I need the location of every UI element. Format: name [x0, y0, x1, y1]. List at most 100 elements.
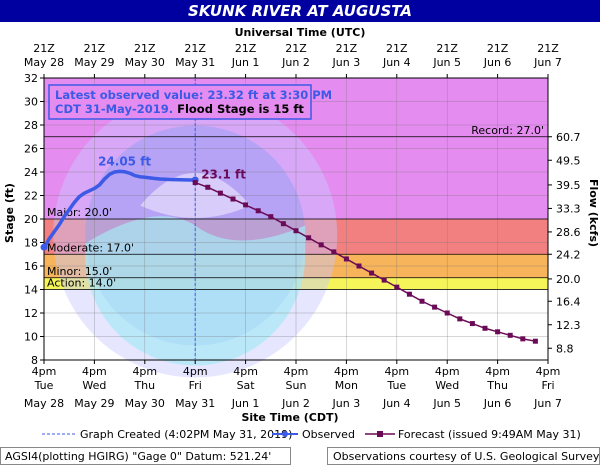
- x-tick-time: 4pm: [183, 365, 208, 378]
- y-tick-label: 16: [24, 260, 38, 273]
- category-label-action: Action: 14.0': [47, 277, 116, 290]
- top-tick-time: 21Z: [184, 42, 206, 55]
- x-tick-date: Jun 6: [483, 397, 512, 410]
- series-group: [40, 169, 538, 344]
- y-tick-label: 24: [24, 166, 38, 179]
- y-tick-label: 18: [24, 237, 38, 250]
- x-tick-date: May 31: [175, 397, 215, 410]
- footer-credit: Observations courtesy of U.S. Geological…: [333, 450, 600, 463]
- forecast-point: [444, 310, 450, 316]
- top-axis-title: Universal Time (UTC): [235, 26, 366, 39]
- x-tick-date: May 29: [74, 397, 114, 410]
- footer: AGSI4(plotting HGIRG) "Gage 0" Datum: 52…: [0, 447, 600, 465]
- forecast-point: [356, 263, 362, 269]
- top-tick-time: 21Z: [487, 42, 509, 55]
- x-tick-time: 4pm: [536, 365, 561, 378]
- x-tick-weekday: Mon: [335, 379, 358, 392]
- top-tick-time: 21Z: [84, 42, 106, 55]
- footer-datum: AGSI4(plotting HGIRG) "Gage 0" Datum: 52…: [5, 450, 271, 463]
- forecast-point: [381, 277, 387, 283]
- legend: Graph Created (4:02PM May 31, 2019) Obse…: [42, 428, 581, 441]
- x-tick-time: 4pm: [32, 365, 57, 378]
- forecast-point: [495, 329, 501, 335]
- x-tick-weekday: Wed: [82, 379, 106, 392]
- y-tick-label: 10: [24, 331, 38, 344]
- x-tick-weekday: Sun: [286, 379, 307, 392]
- stage-axis: 8 10 12 14 16 18 20 22 24 26 28 30 32: [24, 72, 44, 367]
- chart-title: SKUNK RIVER AT AUGUSTA: [188, 2, 412, 20]
- top-tick-date: Jun 5: [432, 56, 461, 69]
- forecast-point: [318, 242, 324, 248]
- y-tick-label: 32: [24, 72, 38, 85]
- forecast-point: [306, 235, 312, 241]
- top-tick-date: May 31: [175, 56, 215, 69]
- x-tick-date: Jun 5: [432, 397, 461, 410]
- legend-forecast-label: Forecast (issued 9:49AM May 31): [398, 428, 581, 441]
- forecast-point: [406, 291, 412, 297]
- top-tick-date: May 30: [125, 56, 165, 69]
- x-tick-weekday: Fri: [541, 379, 554, 392]
- peak-label: 24.05 ft: [98, 154, 151, 168]
- x-tick-date: May 28: [24, 397, 64, 410]
- x-tick-time: 4pm: [435, 365, 460, 378]
- forecast-point: [419, 298, 425, 304]
- info-box: Latest observed value: 23.32 ft at 3:30 …: [48, 84, 332, 120]
- forecast-point: [507, 332, 513, 338]
- forecast-point: [217, 190, 223, 196]
- flow-tick-label: 33.3: [556, 202, 581, 215]
- forecast-point: [280, 221, 286, 227]
- top-tick-time: 21Z: [134, 42, 156, 55]
- top-tick-date: May 29: [74, 56, 114, 69]
- x-tick-time: 4pm: [485, 365, 510, 378]
- forecast-point: [457, 316, 463, 322]
- forecast-point: [469, 321, 475, 327]
- x-tick-date: Jun 2: [281, 397, 310, 410]
- x-tick-date: Jun 7: [533, 397, 562, 410]
- forecast-point: [532, 338, 538, 344]
- x-tick-weekday: Wed: [435, 379, 459, 392]
- x-tick-date: Jun 1: [231, 397, 260, 410]
- top-tick-time: 21Z: [537, 42, 559, 55]
- flow-tick-label: 49.5: [556, 154, 581, 167]
- top-tick-date: Jun 4: [382, 56, 411, 69]
- y-tick-label: 8: [31, 354, 38, 367]
- y-tick-label: 28: [24, 119, 38, 132]
- category-label-minor: Minor: 15.0': [47, 265, 112, 278]
- legend-forecast-marker: [377, 431, 383, 437]
- forecast-point: [243, 202, 249, 208]
- flow-axis: 8.8 12.3 16.4 20.0 24.2 28.6 33.3 39.5 49.5 60.7: [548, 131, 581, 355]
- top-tick-date: Jun 7: [533, 56, 562, 69]
- forecast-point: [331, 249, 337, 255]
- y-tick-label: 12: [24, 307, 38, 320]
- info-box-date: CDT 31-May-2019.: [55, 102, 173, 116]
- x-tick-weekday: Tue: [34, 379, 54, 392]
- y-tick-label: 30: [24, 96, 38, 109]
- flow-tick-label: 12.3: [556, 319, 581, 332]
- observed-point-first: [40, 243, 48, 251]
- top-tick-date: Jun 2: [281, 56, 310, 69]
- forecast-point: [230, 196, 236, 202]
- x-tick-date: Jun 4: [382, 397, 411, 410]
- x-tick-date: Jun 3: [332, 397, 361, 410]
- x-tick-weekday: Thu: [133, 379, 155, 392]
- flow-tick-label: 8.8: [556, 342, 574, 355]
- flood-category-lines: Record: 27.0' Major: 20.0' Moderate: 17.0'…: [44, 124, 548, 290]
- category-label-moderate: Moderate: 17.0': [47, 241, 134, 254]
- info-box-line1: Latest observed value: 23.32 ft at 3:30 …: [55, 88, 332, 102]
- forecast-point: [205, 184, 211, 190]
- x-tick-date: May 30: [125, 397, 165, 410]
- flow-tick-label: 39.5: [556, 179, 581, 192]
- top-tick-time: 21Z: [33, 42, 55, 55]
- top-tick-time: 21Z: [285, 42, 307, 55]
- forecast-point: [482, 325, 488, 331]
- x-tick-time: 4pm: [384, 365, 409, 378]
- y-tick-label: 20: [24, 213, 38, 226]
- annotations: 24.05 ft 23.1 ft: [98, 154, 246, 181]
- info-box-flood-stage: Flood Stage is 15 ft: [173, 102, 304, 116]
- forecast-point: [268, 214, 274, 220]
- x-tick-time: 4pm: [82, 365, 107, 378]
- legend-observed-marker: [282, 431, 288, 437]
- top-tick-date: Jun 3: [332, 56, 361, 69]
